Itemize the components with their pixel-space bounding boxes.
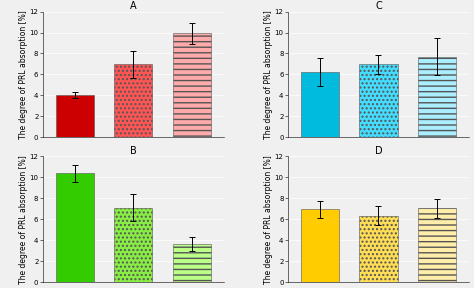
Bar	[114, 208, 153, 282]
Bar	[359, 215, 398, 282]
Title: A: A	[130, 1, 137, 11]
Legend: Mannitol 6 mg/mL (control) - 6.23 %, Mannitol 12 mg/mL (higher concentration) - : Mannitol 6 mg/mL (control) - 6.23 %, Man…	[289, 195, 468, 213]
Y-axis label: The degree of PRL absorption [%]: The degree of PRL absorption [%]	[264, 10, 273, 139]
Bar	[173, 244, 211, 282]
Title: B: B	[130, 145, 137, 156]
Bar	[173, 33, 211, 137]
Bar	[418, 208, 456, 282]
Bar	[301, 209, 339, 282]
Y-axis label: The degree of PRL absorption [%]: The degree of PRL absorption [%]	[19, 155, 28, 284]
Legend: PRL 0.25 mg/mL (control) - 4.05 %, PRL 0.5 mg/mL (higher concentration) - 5.98 %: PRL 0.25 mg/mL (control) - 4.05 %, PRL 0…	[44, 195, 215, 213]
Bar	[56, 95, 94, 137]
Bar	[56, 173, 94, 282]
Bar	[114, 64, 153, 137]
Bar	[301, 72, 339, 137]
Bar	[418, 56, 456, 137]
Title: D: D	[374, 145, 383, 156]
Y-axis label: The degree of PRL absorption [%]: The degree of PRL absorption [%]	[19, 10, 28, 139]
Bar	[359, 64, 398, 137]
Title: C: C	[375, 1, 382, 11]
Y-axis label: The degree of PRL absorption [%]: The degree of PRL absorption [%]	[264, 155, 273, 284]
